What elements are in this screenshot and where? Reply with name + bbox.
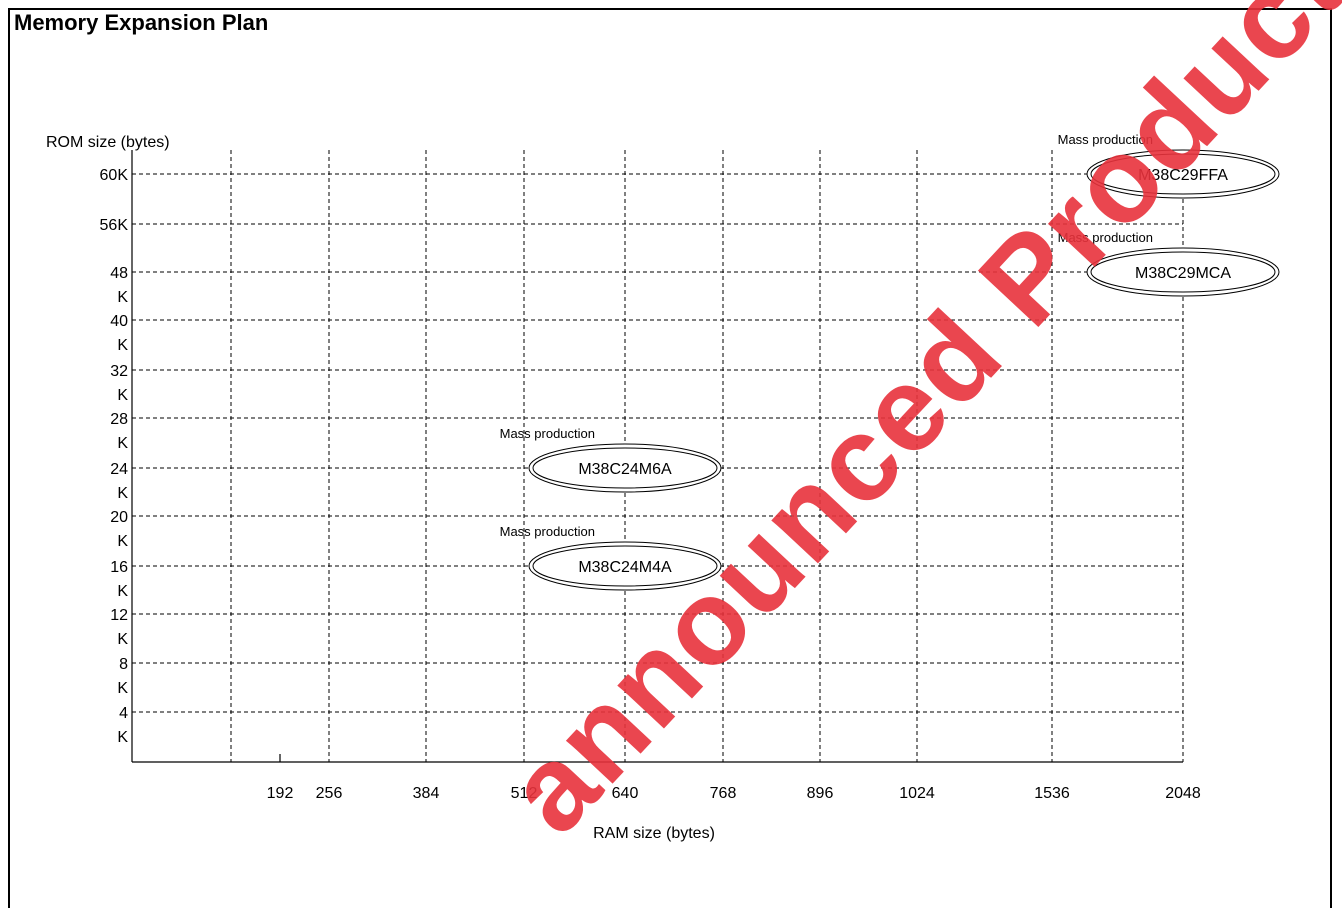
product-ellipse-outer xyxy=(1086,149,1280,199)
y-tick-label: 60K xyxy=(100,167,129,184)
product-ellipse-outer xyxy=(1086,247,1280,297)
product-status-label: Mass production xyxy=(1058,230,1153,245)
y-tick-label: 40 K xyxy=(110,313,128,354)
product-marker: M38C24M6A Mass production xyxy=(500,426,722,493)
product-ellipse-inner xyxy=(532,447,718,489)
product-name-label: M38C24M4A xyxy=(578,559,672,576)
x-tick-label: 384 xyxy=(413,785,440,802)
product-ellipse-outer xyxy=(528,541,722,591)
product-ellipse-inner xyxy=(1090,153,1276,195)
product-name-label: M38C29MCA xyxy=(1135,265,1231,282)
y-tick-label: 48 K xyxy=(110,265,128,306)
x-tick-label: 1536 xyxy=(1034,785,1070,802)
x-tick-label: 768 xyxy=(710,785,737,802)
product-status-label: Mass production xyxy=(500,524,595,539)
y-tick-label: 24 K xyxy=(110,461,128,502)
y-tick-label: 12 K xyxy=(110,607,128,648)
product-name-label: M38C29FFA xyxy=(1138,167,1228,184)
product-status-label: Mass production xyxy=(500,426,595,441)
x-tick-label: 896 xyxy=(807,785,834,802)
product-status-label: Mass production xyxy=(1058,132,1153,147)
x-tick-label: 2048 xyxy=(1165,785,1201,802)
y-tick-label: 56K xyxy=(100,217,129,234)
page-title: Memory Expansion Plan xyxy=(14,10,269,35)
product-marker: M38C24M4A Mass production xyxy=(500,524,722,591)
x-tick-label: 192 xyxy=(267,785,294,802)
y-tick-label: 16 K xyxy=(110,559,128,600)
watermark-text: announced Product xyxy=(481,0,1342,858)
x-tick-label: 256 xyxy=(316,785,343,802)
x-axis-label: RAM size (bytes) xyxy=(593,825,715,842)
x-tick-label: 512 xyxy=(511,785,538,802)
product-ellipse-inner xyxy=(532,545,718,587)
y-tick-label: 28 K xyxy=(110,411,128,452)
y-tick-label: 20 K xyxy=(110,509,128,550)
y-tick-label: 32 K xyxy=(110,363,128,404)
x-tick-label: 1024 xyxy=(899,785,935,802)
product-marker: M38C29MCA Mass production xyxy=(1058,230,1280,297)
x-tick-label: 640 xyxy=(612,785,639,802)
product-ellipse-inner xyxy=(1090,251,1276,293)
product-name-label: M38C24M6A xyxy=(578,461,672,478)
product-marker: M38C29FFA Mass production xyxy=(1058,132,1280,199)
product-ellipse-outer xyxy=(528,443,722,493)
y-axis-label: ROM size (bytes) xyxy=(46,134,170,151)
